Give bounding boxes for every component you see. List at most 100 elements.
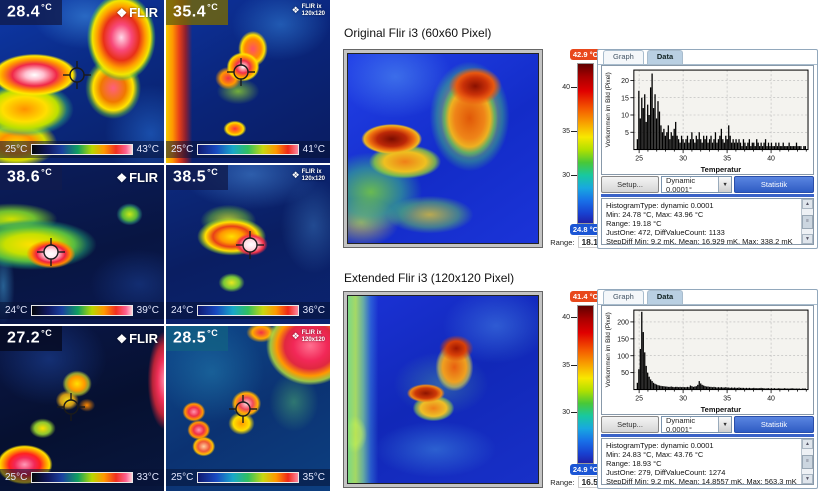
thermal-image-6: 28.5°C ❖ FLIR ix 120x120 25°C 35°C [166, 326, 330, 491]
crosshair-icon [235, 230, 264, 259]
info-line: Min: 24.83 °C, Max: 43.76 °C [606, 450, 704, 459]
colorbar-gradient [577, 63, 594, 224]
svg-text:40: 40 [767, 396, 775, 403]
spot-temperature: 38.6°C [0, 165, 63, 191]
scroll-up-icon[interactable]: ▲ [802, 439, 813, 449]
chevron-down-icon[interactable]: ▼ [718, 417, 731, 432]
tab-strip: Graph Data [598, 50, 817, 65]
scale-gradient-bar [197, 144, 299, 155]
svg-text:35: 35 [723, 396, 731, 403]
statistics-textbox: HistogramType: dynamic 0.0001 Min: 24.83… [601, 438, 814, 485]
temperature-scale: 25°C 41°C [166, 141, 330, 158]
setup-button[interactable]: Setup... [601, 176, 659, 193]
spot-temperature: 28.4°C [0, 0, 63, 26]
colorbar-max-label: 42.9 °C [569, 49, 601, 60]
tab-graph[interactable]: Graph [603, 290, 644, 304]
thermal-image-2: 35.4°C ❖ FLIR ix 120x120 25°C 41°C [166, 0, 330, 163]
info-line: JustOne: 472, DiffValueCount: 1133 [606, 228, 725, 237]
flir-diamond-icon: ❖ [291, 331, 300, 341]
svg-text:200: 200 [617, 319, 629, 326]
colorbar: 42.9 °C 40 35 30 24.8 °C Range: 18.1 [547, 49, 601, 248]
colorbar-tick: 30 [562, 409, 577, 416]
scrollbar[interactable]: ▲ ≡ ▼ [801, 199, 813, 244]
tab-data[interactable]: Data [646, 290, 684, 304]
chevron-down-icon[interactable]: ▼ [718, 177, 731, 192]
info-line: HistogramType: dynamic 0.0001 [606, 441, 714, 450]
flir-diamond-icon: ❖ [116, 5, 128, 20]
range-readout: Range: 18.1 [541, 236, 601, 248]
crosshair-icon [227, 57, 256, 86]
colorbar-min-label: 24.9 °C [569, 464, 601, 475]
analysis-panel-extended: Graph Data 25 30 35 40 50 100 150 200 Temperatur… [597, 289, 818, 489]
svg-text:40: 40 [767, 156, 775, 163]
scrollbar[interactable]: ▲ ≡ ▼ [801, 439, 813, 484]
scroll-down-icon[interactable]: ▼ [802, 474, 813, 484]
scale-gradient-bar [31, 305, 133, 316]
scrollbar-thumb[interactable]: ≡ [802, 454, 813, 469]
flir-diamond-icon: ❖ [291, 5, 300, 15]
spot-temperature: 27.2°C [0, 326, 63, 352]
tab-graph[interactable]: Graph [603, 50, 644, 64]
flir-logo: ❖ FLIR [116, 331, 158, 346]
temperature-scale: 25°C 43°C [0, 141, 164, 158]
svg-text:35: 35 [723, 156, 731, 163]
tab-strip: Graph Data [598, 290, 817, 305]
svg-text:15: 15 [621, 95, 629, 102]
thermal-preview-extended [347, 295, 539, 484]
flir-diamond-icon: ❖ [116, 170, 128, 185]
svg-text:5: 5 [625, 130, 629, 137]
spot-temperature: 35.4°C [166, 0, 229, 26]
analysis-panel-original: Graph Data 25 30 35 40 5 10 15 20 Temperatur Vork… [597, 49, 818, 249]
thermal-image-3: 38.6°C ❖ FLIR 24°C 39°C [0, 165, 164, 324]
divider [601, 194, 814, 197]
info-line: Range: 18.93 °C [606, 459, 662, 468]
scrollbar-thumb[interactable]: ≡ [802, 214, 813, 229]
statistics-textbox: HistogramType: dynamic 0.0001 Min: 24.78… [601, 198, 814, 245]
histogram-type-dropdown[interactable]: Dynamic 0.0001° ▼ [661, 416, 732, 434]
svg-text:10: 10 [621, 112, 629, 119]
svg-text:100: 100 [617, 353, 629, 360]
info-line: Min: 24.78 °C, Max: 43.96 °C [606, 210, 704, 219]
colorbar: 41.4 °C 40 35 30 24.9 °C Range: 16.5 [547, 291, 601, 488]
statistik-button[interactable]: Statistik [734, 176, 814, 193]
svg-text:25: 25 [635, 396, 643, 403]
histogram-type-dropdown[interactable]: Dynamic 0.0001° ▼ [661, 176, 732, 194]
statistik-button[interactable]: Statistik [734, 416, 814, 433]
flir-ix-logo: ❖ FLIR ix 120x120 [291, 330, 325, 343]
colorbar-tick: 30 [562, 172, 577, 179]
svg-text:Temperatur: Temperatur [701, 165, 742, 174]
temperature-scale: 25°C 35°C [166, 469, 330, 486]
colorbar-tick: 40 [562, 314, 577, 321]
scale-gradient-bar [197, 472, 299, 483]
flir-ix-logo: ❖ FLIR ix 120x120 [291, 169, 325, 182]
scale-gradient-bar [31, 144, 133, 155]
colorbar-tick: 40 [562, 84, 577, 91]
info-line: StepDiff Min: 9.2 mK, Mean: 14.8557 mK, … [606, 477, 797, 485]
thermal-image-1: 28.4°C ❖ FLIR 25°C 43°C [0, 0, 164, 163]
scroll-down-icon[interactable]: ▼ [802, 234, 813, 244]
colorbar-min-label: 24.8 °C [569, 224, 601, 235]
info-line: StepDiff Min: 9.2 mK, Mean: 16.929 mK, M… [606, 237, 793, 245]
control-row: Setup... Dynamic 0.0001° ▼ Statistik [601, 416, 814, 434]
svg-text:Vorkommen im Bild (Pixel): Vorkommen im Bild (Pixel) [605, 72, 612, 147]
flir-ix-logo: ❖ FLIR ix 120x120 [291, 4, 325, 17]
flir-diamond-icon: ❖ [291, 170, 300, 180]
setup-button[interactable]: Setup... [601, 416, 659, 433]
svg-text:30: 30 [679, 156, 687, 163]
colorbar-tick: 35 [562, 362, 577, 369]
temperature-scale: 24°C 39°C [0, 302, 164, 319]
scale-gradient-bar [197, 305, 299, 316]
tab-data[interactable]: Data [646, 50, 684, 64]
thermal-image-4: 38.5°C ❖ FLIR ix 120x120 24°C 36°C [166, 165, 330, 324]
scroll-up-icon[interactable]: ▲ [802, 199, 813, 209]
spot-temperature: 28.5°C [166, 326, 229, 352]
colorbar-tick: 35 [562, 128, 577, 135]
svg-text:25: 25 [635, 156, 643, 163]
thermal-image-5: 27.2°C ❖ FLIR 25°C 33°C [0, 326, 164, 491]
colorbar-gradient [577, 305, 594, 464]
histogram-chart: 25 30 35 40 50 100 150 200 Temperatur Vorkommen i… [601, 305, 814, 415]
divider [601, 434, 814, 437]
info-line: HistogramType: dynamic 0.0001 [606, 201, 714, 210]
info-line: Range: 19.18 °C [606, 219, 662, 228]
